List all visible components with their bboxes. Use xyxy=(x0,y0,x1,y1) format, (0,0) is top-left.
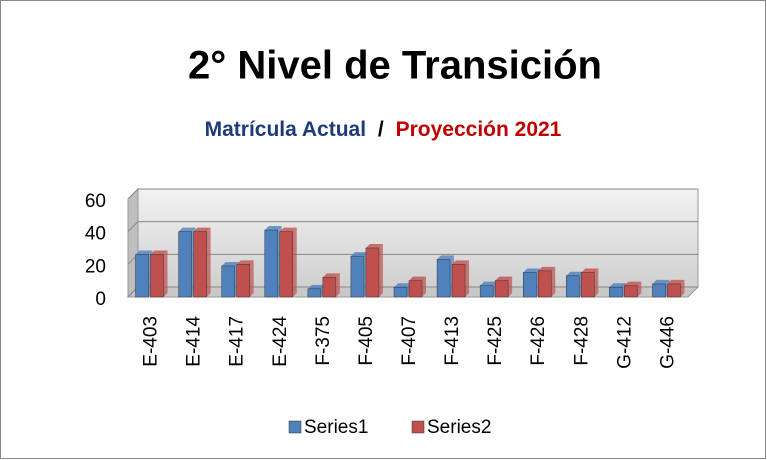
x-tick-label: G-446 xyxy=(657,316,678,369)
bar-side xyxy=(163,250,168,297)
bar xyxy=(365,247,380,298)
subtitle-part: / xyxy=(378,118,384,141)
x-tick-label: F-407 xyxy=(399,316,420,366)
bar xyxy=(150,254,164,298)
bar xyxy=(436,259,451,298)
chart-title: 2° Nivel de Transición xyxy=(188,44,602,88)
y-tick-label: 60 xyxy=(85,191,106,212)
bar-top xyxy=(538,266,556,271)
bar-top xyxy=(279,227,297,232)
bar-top xyxy=(394,283,411,288)
bar-side xyxy=(249,260,254,297)
bar-top xyxy=(322,273,340,278)
bar xyxy=(537,270,552,298)
bar xyxy=(236,264,250,298)
bar xyxy=(667,283,681,298)
x-tick-label: F-405 xyxy=(356,316,377,366)
bar xyxy=(350,255,365,298)
bar xyxy=(566,275,580,298)
bar-side xyxy=(465,260,470,297)
bar-top xyxy=(150,250,168,255)
legend-label: Series2 xyxy=(427,417,491,438)
y-tick-label: 0 xyxy=(95,289,106,310)
bar xyxy=(322,277,337,298)
bar-top xyxy=(236,260,254,265)
x-tick-label: F-426 xyxy=(528,316,549,366)
bar-top xyxy=(178,227,196,232)
bar-top xyxy=(193,227,211,232)
bar-top xyxy=(365,244,383,248)
legend-swatch xyxy=(288,420,302,434)
bar-side xyxy=(680,279,685,297)
x-tick-label: F-413 xyxy=(442,316,463,366)
bar-side xyxy=(508,276,513,297)
bar xyxy=(609,286,623,298)
bar-top xyxy=(652,279,670,284)
bar xyxy=(451,264,466,298)
grid-line xyxy=(127,188,698,200)
bar-side xyxy=(378,244,383,297)
x-tick-label: G-412 xyxy=(614,316,635,369)
bar-top xyxy=(350,252,368,257)
legend-label: Series1 xyxy=(304,417,368,438)
y-tick-label: 40 xyxy=(85,224,106,245)
bar-side xyxy=(422,276,426,297)
bar-top xyxy=(264,226,282,231)
bar-side xyxy=(551,266,556,297)
x-tick-label: E-414 xyxy=(184,316,205,367)
bar xyxy=(178,231,192,298)
bar xyxy=(479,285,494,298)
bar-top xyxy=(581,268,599,273)
bar xyxy=(307,288,322,298)
y-tick-label: 20 xyxy=(85,256,106,277)
bar-top xyxy=(135,250,153,255)
bar-top xyxy=(624,281,642,286)
legend-swatch xyxy=(411,420,425,434)
bar-side xyxy=(292,227,297,297)
bar xyxy=(408,280,423,298)
bar-top xyxy=(452,260,470,265)
x-tick-label: E-424 xyxy=(270,316,291,367)
bar-top xyxy=(409,276,426,281)
bar xyxy=(581,272,595,298)
bar xyxy=(522,272,537,298)
bar-top xyxy=(437,255,455,260)
bar xyxy=(652,283,666,298)
bar-top xyxy=(523,268,541,273)
bar-top xyxy=(667,279,685,284)
subtitle-part: Proyección 2021 xyxy=(396,118,562,141)
bar xyxy=(393,286,408,298)
x-tick-label: F-428 xyxy=(571,316,592,366)
x-tick-label: F-425 xyxy=(485,316,506,366)
subtitle-part: Matrícula Actual xyxy=(205,118,366,141)
chart-subtitle: Matrícula Actual / Proyección 2021 xyxy=(205,118,562,141)
bar-top xyxy=(495,276,513,281)
x-tick-label: E-403 xyxy=(141,316,162,367)
bar-side xyxy=(594,268,599,297)
bar xyxy=(494,280,509,298)
bar xyxy=(193,231,207,298)
x-tick-label: F-375 xyxy=(313,316,334,366)
bar-side xyxy=(637,281,642,297)
x-tick-label: E-417 xyxy=(227,316,248,367)
bar-top xyxy=(480,281,498,286)
bar-side xyxy=(335,273,340,297)
bar xyxy=(264,229,279,298)
bar-top xyxy=(221,261,239,266)
bar xyxy=(279,231,294,298)
bar xyxy=(135,254,149,298)
bar xyxy=(221,265,235,298)
bar xyxy=(624,285,638,298)
grid-line xyxy=(127,221,698,233)
bar-top xyxy=(566,271,584,276)
bar-top xyxy=(307,284,325,289)
bar-side xyxy=(206,227,211,297)
bar-top xyxy=(609,283,627,288)
